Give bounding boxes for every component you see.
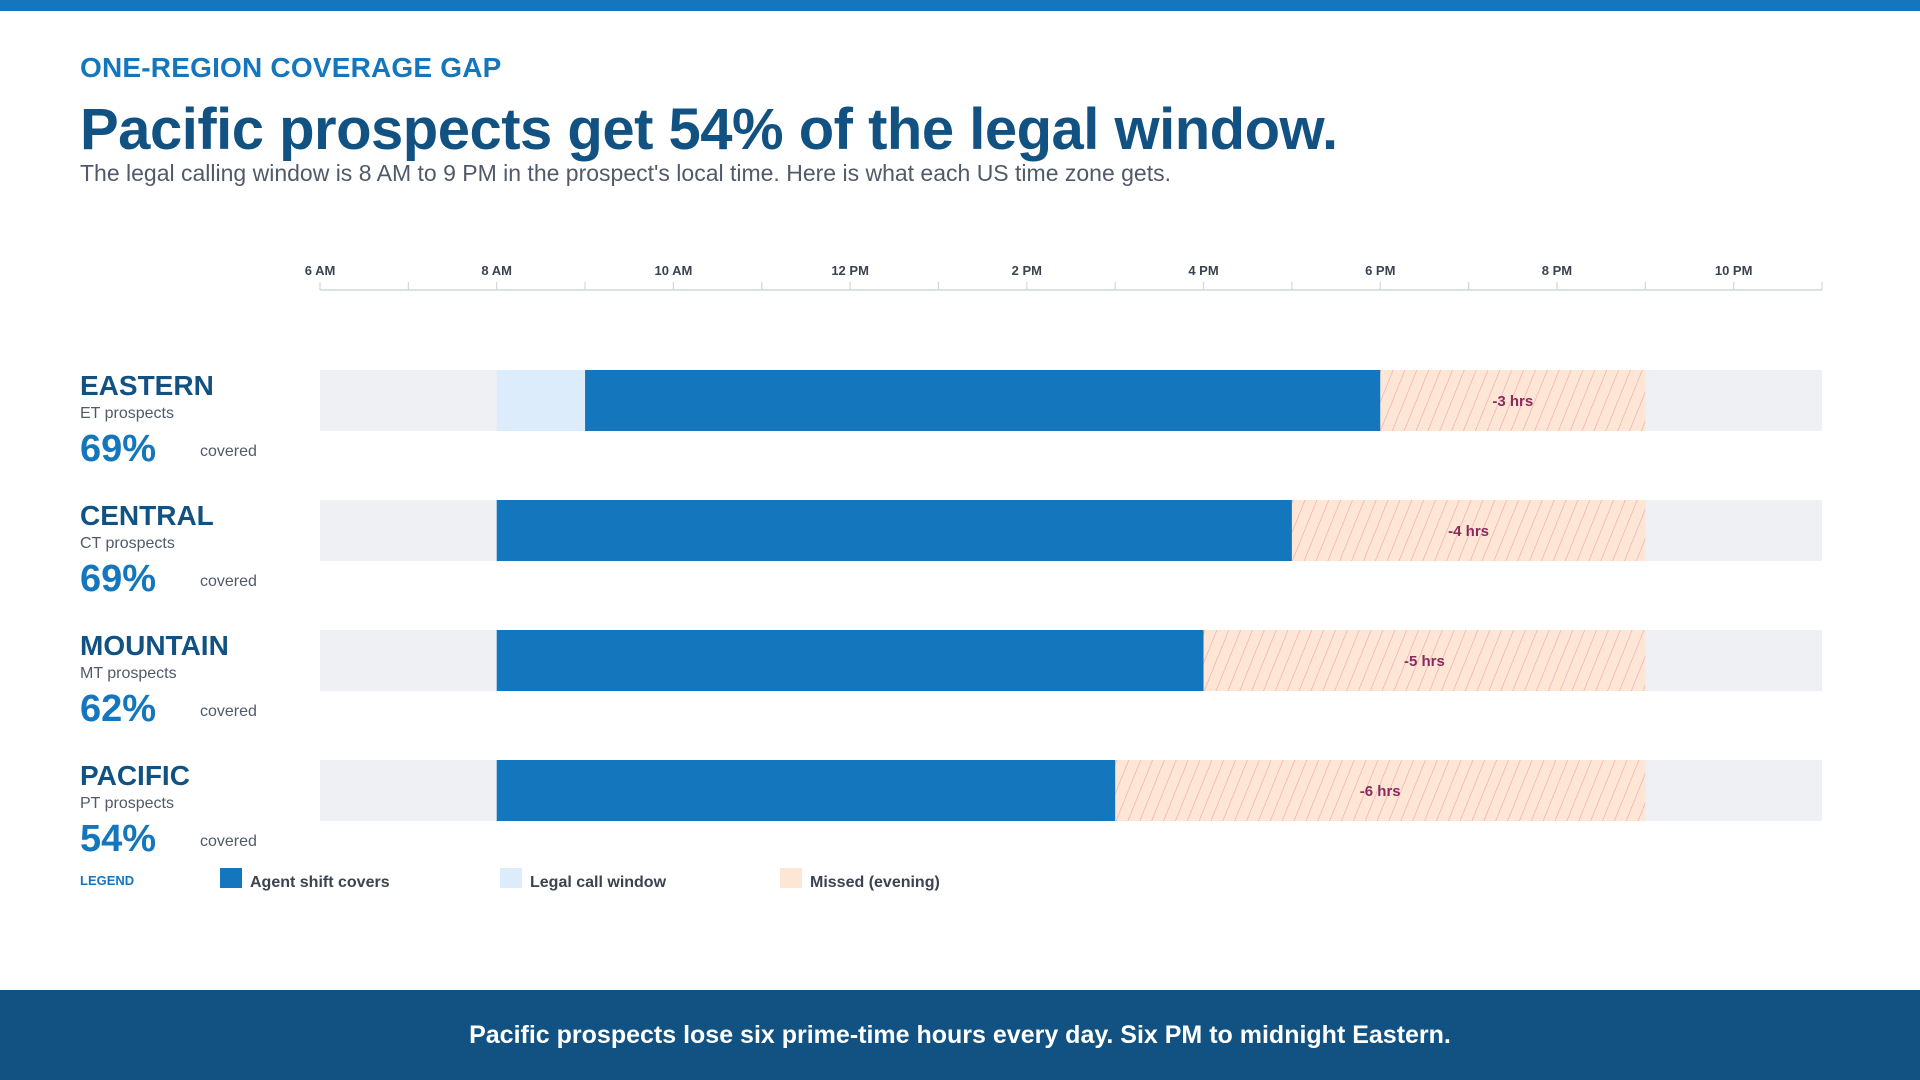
covered-label: covered bbox=[200, 443, 257, 460]
page-title: Pacific prospects get 54% of the legal w… bbox=[80, 97, 1338, 162]
agent-shift-bar bbox=[496, 500, 1292, 561]
coverage-percent: 69% bbox=[80, 428, 156, 470]
axis-tick-label: 10 AM bbox=[655, 263, 693, 278]
coverage-percent: 62% bbox=[80, 688, 156, 730]
axis-tick-label: 10 PM bbox=[1715, 263, 1753, 278]
page-subtitle: The legal calling window is 8 AM to 9 PM… bbox=[80, 160, 1172, 186]
zone-name: MOUNTAIN bbox=[80, 630, 229, 661]
zone-sublabel: PT prospects bbox=[80, 795, 174, 812]
zone-row-central: CENTRAL CT prospects 69% covered -4 hrs bbox=[80, 500, 1822, 600]
missed-bar bbox=[1115, 760, 1646, 821]
missed-hours-label: -6 hrs bbox=[1360, 783, 1401, 800]
coverage-percent: 54% bbox=[80, 818, 156, 860]
legend-label-missed: Missed (evening) bbox=[810, 874, 940, 891]
missed-bar bbox=[1380, 370, 1646, 431]
legend-swatch-shift bbox=[220, 868, 242, 888]
covered-label: covered bbox=[200, 573, 257, 590]
zone-rows: EASTERN ET prospects 69% covered -3 hrs CENTR… bbox=[80, 370, 1822, 860]
eyebrow-label: ONE-REGION COVERAGE GAP bbox=[80, 52, 502, 83]
legend: LEGEND Agent shift covers Legal call windo… bbox=[80, 868, 940, 891]
agent-shift-bar bbox=[496, 760, 1116, 821]
axis-tick-label: 8 PM bbox=[1542, 263, 1572, 278]
legend-label-shift: Agent shift covers bbox=[250, 874, 390, 891]
missed-hours-label: -3 hrs bbox=[1492, 393, 1533, 410]
zone-sublabel: ET prospects bbox=[80, 405, 174, 422]
missed-bar bbox=[1291, 500, 1646, 561]
covered-label: covered bbox=[200, 833, 257, 850]
missed-hours-label: -5 hrs bbox=[1404, 653, 1445, 670]
covered-label: covered bbox=[200, 703, 257, 720]
legend-label-window: Legal call window bbox=[530, 874, 667, 891]
time-axis: 6 AM 8 AM 10 AM 12 PM 2 PM 4 PM 6 PM 8 PM 10 PM bbox=[305, 263, 1823, 291]
zone-sublabel: MT prospects bbox=[80, 665, 177, 682]
legend-swatch-missed bbox=[780, 868, 802, 888]
axis-tick-label: 12 PM bbox=[831, 263, 869, 278]
zone-row-eastern: EASTERN ET prospects 69% covered -3 hrs bbox=[80, 370, 1822, 470]
zone-row-pacific: PACIFIC PT prospects 54% covered -6 hrs bbox=[80, 760, 1822, 860]
coverage-percent: 69% bbox=[80, 558, 156, 600]
legend-title: LEGEND bbox=[80, 873, 134, 888]
missed-bar bbox=[1203, 630, 1646, 691]
footer-text: Pacific prospects lose six prime-time ho… bbox=[469, 1021, 1451, 1049]
zone-name: PACIFIC bbox=[80, 760, 190, 791]
zone-name: CENTRAL bbox=[80, 500, 214, 531]
axis-tick-label: 8 AM bbox=[481, 263, 512, 278]
axis-tick-label: 6 PM bbox=[1365, 263, 1395, 278]
axis-tick-label: 6 AM bbox=[305, 263, 336, 278]
zone-name: EASTERN bbox=[80, 370, 214, 401]
agent-shift-bar bbox=[496, 630, 1204, 691]
zone-sublabel: CT prospects bbox=[80, 535, 175, 552]
axis-tick-label: 4 PM bbox=[1188, 263, 1218, 278]
agent-shift-bar bbox=[585, 370, 1381, 431]
legend-swatch-window bbox=[500, 868, 522, 888]
coverage-timeline-chart: 6 AM 8 AM 10 AM 12 PM 2 PM 4 PM 6 PM 8 PM 10 PM … bbox=[80, 263, 1823, 891]
zone-row-mountain: MOUNTAIN MT prospects 62% covered -5 hrs bbox=[80, 630, 1822, 730]
axis-tick-label: 2 PM bbox=[1012, 263, 1042, 278]
top-accent-bar bbox=[0, 0, 1920, 11]
missed-hours-label: -4 hrs bbox=[1448, 523, 1489, 540]
footer-banner: Pacific prospects lose six prime-time ho… bbox=[0, 990, 1920, 1080]
